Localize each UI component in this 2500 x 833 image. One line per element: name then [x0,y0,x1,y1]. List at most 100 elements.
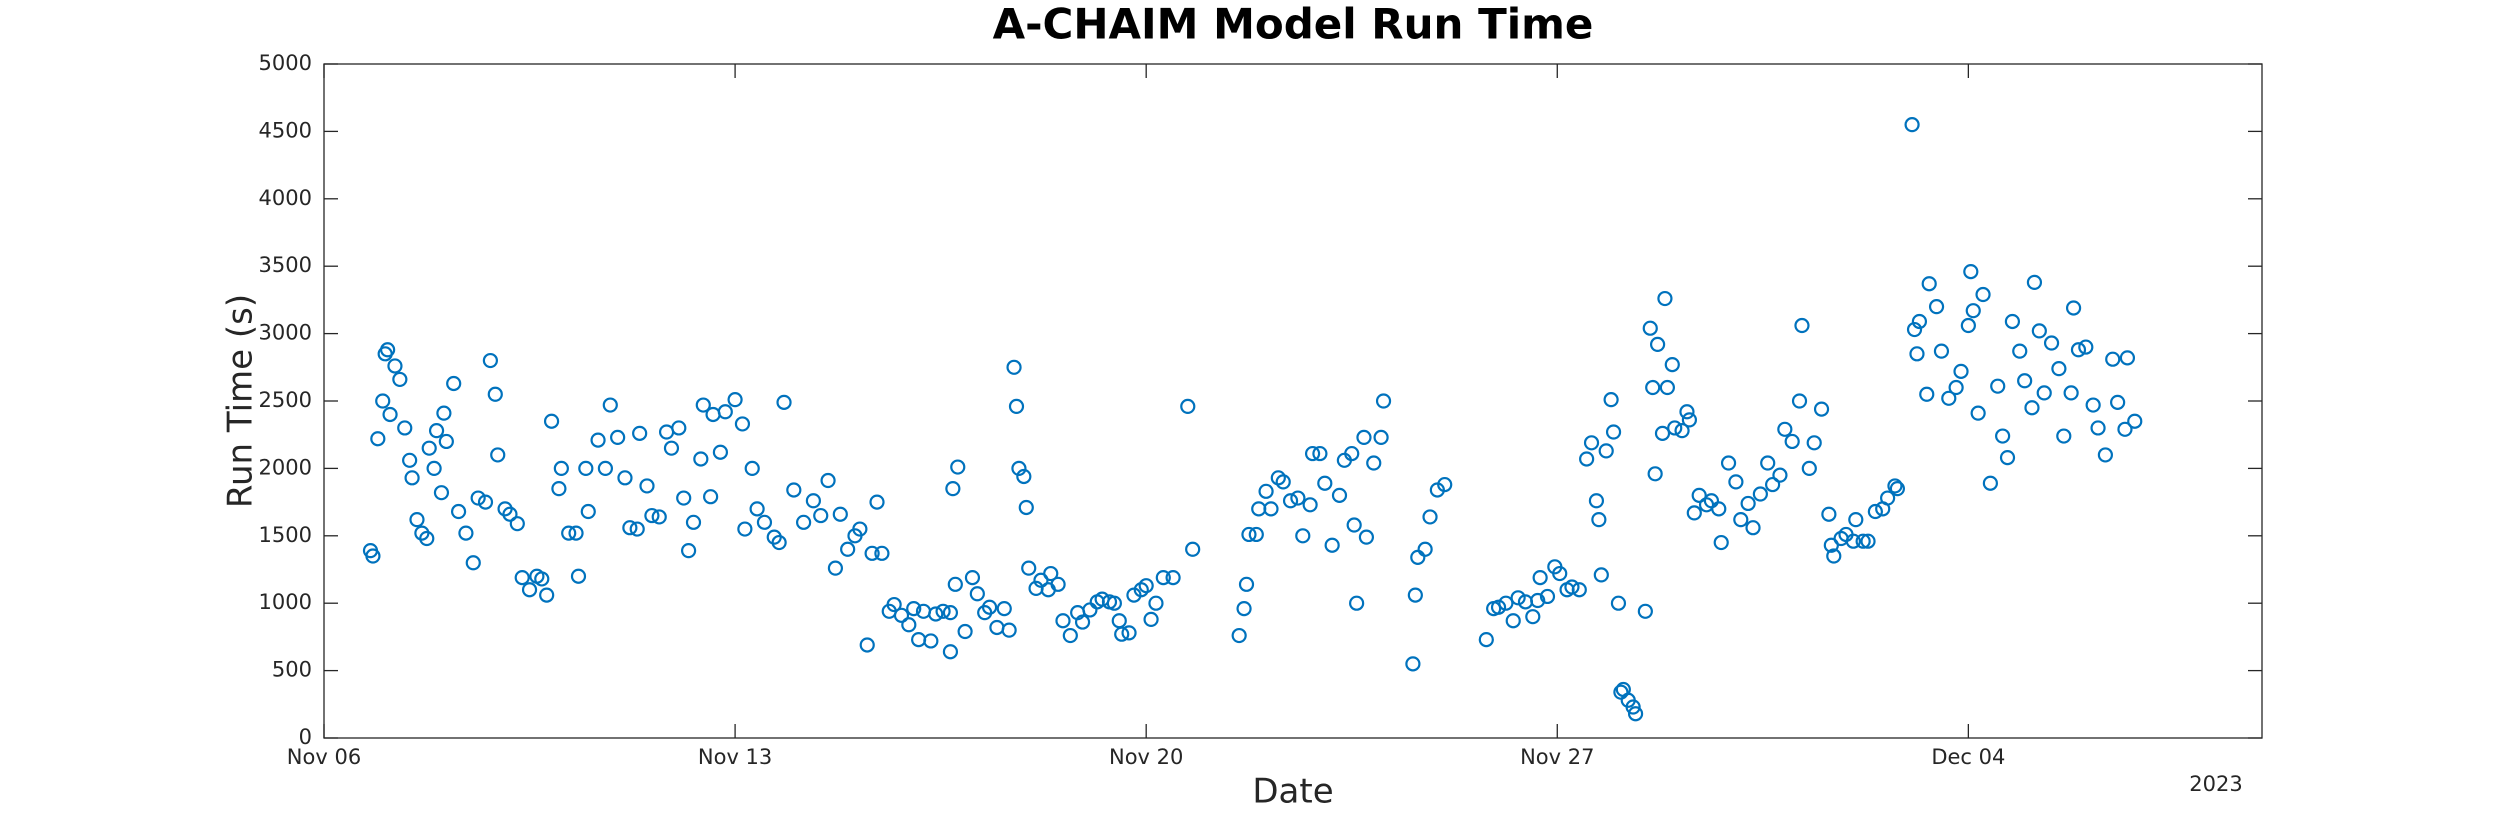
data-point [676,490,692,506]
data-point [1114,626,1130,642]
data-point [1681,412,1698,428]
data-point [1598,443,1614,459]
data-point [1356,429,1372,445]
data-point [820,472,836,489]
y-axis-label: Run Time (s) [221,294,261,508]
data-point [1745,520,1761,536]
data-point [1740,495,1756,512]
data-point [1777,421,1793,437]
data-point [859,637,875,653]
data-point [727,392,743,408]
y-tick-label: 0 [299,725,312,749]
data-point [1373,429,1389,445]
data-point [864,545,880,561]
data-point [786,482,802,498]
data-point [923,633,939,649]
data-point [639,478,655,494]
data-point [1928,299,1945,315]
data-point [1021,560,1037,576]
x-tick-label: Nov 27 [1520,745,1594,769]
y-tick-label: 4500 [259,118,312,142]
data-point [1720,455,1737,471]
data-point [1667,420,1683,436]
data-point [2017,373,2033,389]
data-point [1821,506,1837,522]
data-point [2085,397,2101,413]
data-point [1346,517,1362,533]
data-point [370,431,386,447]
data-point [852,521,868,537]
data-point [1358,529,1375,545]
data-point [1591,512,1607,528]
data-point [1349,595,1365,611]
data-point [397,420,413,436]
data-point [1642,320,1658,336]
data-point [671,420,687,436]
data-point [597,460,614,476]
x-tick-label: Dec 04 [1931,745,2005,769]
data-point [1062,627,1078,644]
data-point [1960,317,1976,334]
data-point [402,452,418,468]
data-point [1302,497,1318,513]
data-point [1691,487,1707,503]
data-point [947,576,963,592]
data-point [382,406,398,423]
data-point [2127,413,2143,429]
data-point [610,429,626,445]
data-point [509,516,525,532]
data-point [1765,476,1781,493]
data-point [712,444,729,460]
data-point [482,352,498,369]
data-point [756,514,773,530]
data-point [717,404,733,420]
data-point [1826,548,1842,564]
data-point [957,623,973,640]
data-point [1801,460,1817,476]
data-point [832,506,848,522]
data-point [2056,428,2072,444]
data-point [543,413,560,429]
data-point [1304,445,1321,462]
data-point [1965,303,1981,319]
data-point [1845,533,1861,549]
data-point [1610,595,1627,611]
data-point [502,506,518,522]
data-point [1649,336,1666,352]
data-point [1679,404,1695,420]
data-point [964,569,981,586]
x-year-label: 2023 [2189,772,2242,796]
data-point [1295,528,1311,544]
data-point [1185,541,1201,557]
data-point [1155,569,1171,586]
data-point [2024,400,2040,416]
y-tick-label: 3000 [259,321,312,345]
data-point [392,371,408,388]
data-point [2097,447,2113,463]
y-tick-label: 3500 [259,253,312,277]
data-point [1867,503,1883,520]
data-point [1806,435,1822,451]
data-point [893,607,910,623]
data-point [1791,393,1808,409]
data-point [1018,499,1034,516]
data-point [2036,385,2052,401]
data-point [805,493,821,509]
data-point [1525,609,1541,625]
data-point [1055,613,1071,629]
data-point [2012,343,2028,359]
y-tick-label: 4000 [259,186,312,210]
data-point [1231,627,1247,644]
data-point [942,644,959,660]
data-point [436,405,452,421]
data-point [1919,386,1935,402]
data-point [450,503,467,520]
data-point [1532,569,1548,586]
data-point [365,548,381,564]
data-point [375,393,391,409]
data-point [438,433,454,450]
data-point [1999,450,2016,466]
data-point [1728,474,1744,490]
data-point [1275,474,1291,490]
